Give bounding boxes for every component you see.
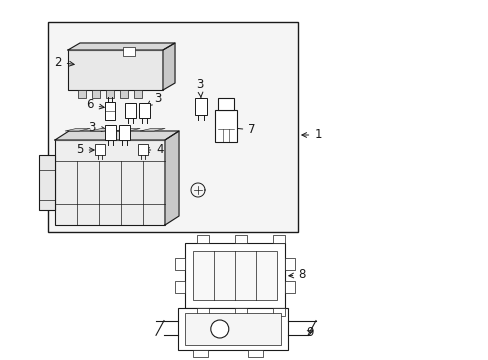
Bar [125,103,136,118]
Bar [272,308,285,316]
Bar [119,125,130,140]
Bar [105,125,116,140]
Polygon shape [90,129,115,131]
Bar [235,308,246,316]
Bar [123,47,135,56]
Bar [193,350,207,357]
Bar [105,102,115,120]
Bar [39,155,55,210]
Text: 3: 3 [88,121,106,135]
Bar [235,235,246,243]
Bar [78,90,86,98]
Bar [48,22,297,232]
Bar [92,90,100,98]
Text: 1: 1 [301,129,321,141]
Text: 9: 9 [305,325,313,338]
Bar [285,258,294,270]
Bar [197,308,208,316]
Bar [285,281,294,293]
Bar [184,313,281,345]
Bar [247,350,263,357]
Polygon shape [163,43,175,90]
Polygon shape [164,131,179,225]
Bar [120,90,128,98]
Bar [68,50,163,90]
Bar [55,140,164,225]
Bar [175,258,184,270]
Text: 4: 4 [144,144,163,157]
Bar [95,144,105,155]
Bar [178,308,287,350]
Text: 3: 3 [147,91,162,106]
Polygon shape [140,129,165,131]
Bar [197,235,208,243]
Circle shape [210,320,228,338]
Bar [193,251,276,300]
Bar [218,98,234,110]
Text: 5: 5 [76,144,94,157]
Bar [184,243,285,308]
Bar [138,144,148,155]
Polygon shape [65,129,90,131]
Bar [195,98,206,115]
Text: 2: 2 [54,55,74,68]
Bar [175,281,184,293]
Bar [134,90,142,98]
Text: 6: 6 [86,99,104,112]
Polygon shape [55,131,179,140]
Polygon shape [68,43,175,50]
Bar [215,110,237,142]
Bar [139,103,150,118]
Bar [272,235,285,243]
Text: 7: 7 [219,123,255,136]
Polygon shape [115,129,140,131]
Text: 8: 8 [288,269,305,282]
Bar [106,90,114,98]
Text: 3: 3 [196,78,203,97]
